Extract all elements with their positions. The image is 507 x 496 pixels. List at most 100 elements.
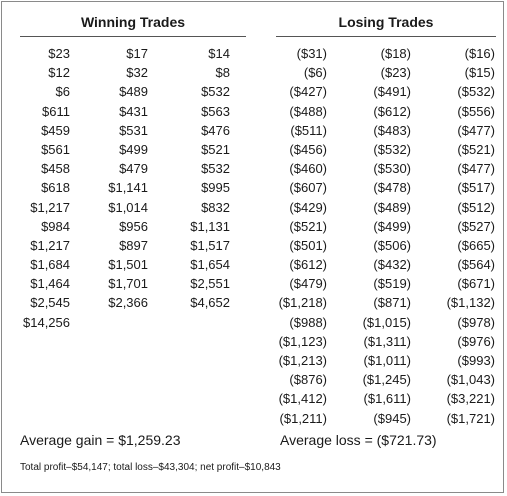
table-cell: $1,217 xyxy=(30,199,70,215)
table-cell: ($527) xyxy=(457,218,495,234)
table-cell: ($521) xyxy=(457,141,495,157)
table-cell: ($15) xyxy=(464,65,495,81)
table-cell: ($978) xyxy=(457,314,495,330)
table-cell: $4,652 xyxy=(190,295,230,311)
average-gain: Average gain = $1,259.23 xyxy=(20,432,181,448)
table-cell: ($1,311) xyxy=(363,333,411,349)
table-cell: ($1,123) xyxy=(278,333,327,349)
table-cell: $476 xyxy=(201,122,230,138)
winning-column-3: $14 $8 $532 $563 $476 $521 $532 $995 $832 $1,131 $… xyxy=(146,44,230,313)
table-cell: $611 xyxy=(42,103,70,119)
table-cell: $1,014 xyxy=(108,199,148,215)
average-loss: Average loss = ($721.73) xyxy=(280,432,437,448)
table-cell: ($491) xyxy=(373,84,411,100)
table-cell: ($512) xyxy=(457,199,495,215)
table-cell: $32 xyxy=(126,65,148,81)
table-cell: ($612) xyxy=(289,257,327,273)
table-cell: ($456) xyxy=(289,141,327,157)
table-cell: ($31) xyxy=(296,46,327,61)
table-cell: ($427) xyxy=(289,84,327,100)
winning-header-rule xyxy=(20,36,246,37)
table-cell: ($6) xyxy=(303,65,327,81)
table-cell: $531 xyxy=(119,122,148,138)
losing-column-2: ($18) ($23) ($491) ($612) ($483) ($532) ($530)… xyxy=(327,44,411,428)
table-cell: ($671) xyxy=(457,276,495,292)
table-cell: $561 xyxy=(41,141,70,157)
table-cell: $14 xyxy=(208,46,230,61)
table-cell: ($1,211) xyxy=(279,410,327,426)
table-cell: ($556) xyxy=(457,103,495,119)
table-cell: $458 xyxy=(41,161,70,177)
table-cell: $479 xyxy=(119,161,148,177)
losing-column-1: ($31) ($6) ($427) ($488) ($511) ($456) ($460) (… xyxy=(243,44,327,428)
table-cell: $14,256 xyxy=(23,314,70,330)
table-cell: ($1,132) xyxy=(446,295,495,311)
table-cell: $12 xyxy=(48,65,70,81)
table-cell: $1,217 xyxy=(30,237,70,253)
table-cell: $2,366 xyxy=(108,295,148,311)
table-cell: $532 xyxy=(201,161,230,177)
table-cell: ($488) xyxy=(289,103,327,119)
totals-footnote: Total profit–$54,147; total loss–$43,304… xyxy=(20,462,281,473)
table-cell: ($665) xyxy=(457,237,495,253)
table-cell: ($1,043) xyxy=(446,372,495,388)
table-cell: ($1,213) xyxy=(278,353,327,368)
table-cell: ($478) xyxy=(373,180,411,196)
table-cell: ($429) xyxy=(289,199,327,215)
table-cell: $832 xyxy=(201,199,230,215)
table-cell: $532 xyxy=(201,84,230,100)
table-cell: $1,701 xyxy=(108,276,148,292)
table-cell: ($477) xyxy=(457,122,495,138)
table-cell: $2,551 xyxy=(190,276,230,292)
losing-trades-header: Losing Trades xyxy=(338,14,434,30)
table-cell: $1,501 xyxy=(108,257,148,273)
table-cell: ($1,218) xyxy=(278,295,327,311)
table-cell: $1,141 xyxy=(108,180,148,196)
table-cell: ($18) xyxy=(380,46,411,61)
table-cell: ($871) xyxy=(373,295,411,311)
table-cell: ($1,015) xyxy=(362,314,411,330)
table-cell: $23 xyxy=(48,46,70,61)
table-cell: ($876) xyxy=(289,372,327,388)
table-cell: ($479) xyxy=(289,276,327,292)
table-cell: ($1,011) xyxy=(363,353,411,368)
losing-column-3: ($16) ($15) ($532) ($556) ($477) ($521) ($477)… xyxy=(411,44,495,428)
table-cell: $6 xyxy=(55,84,70,100)
table-cell: ($1,412) xyxy=(278,391,327,407)
table-cell: $2,545 xyxy=(30,295,70,311)
table-cell: ($564) xyxy=(457,257,495,273)
table-cell: ($16) xyxy=(464,46,495,61)
table-cell: $499 xyxy=(119,141,148,157)
winning-column-1: $23 $12 $6 $611 $459 $561 $458 $618 $1,217 $984 $1… xyxy=(0,44,70,332)
table-cell: $431 xyxy=(119,103,148,119)
table-cell: ($23) xyxy=(380,65,411,81)
winning-trades-header: Winning Trades xyxy=(80,14,186,30)
table-cell: ($432) xyxy=(373,257,411,273)
table-cell: $1,684 xyxy=(30,257,70,273)
table-cell: $995 xyxy=(201,180,230,196)
table-cell: ($501) xyxy=(289,237,327,253)
table-cell: $459 xyxy=(41,122,70,138)
table-cell: $521 xyxy=(201,141,230,157)
table-cell: ($988) xyxy=(289,314,327,330)
table-cell: $1,464 xyxy=(30,276,70,292)
table-cell: ($532) xyxy=(457,84,495,100)
table-cell: ($993) xyxy=(457,353,495,368)
table-cell: ($499) xyxy=(373,218,411,234)
table-cell: ($1,611) xyxy=(363,391,411,407)
table-cell: ($1,721) xyxy=(446,410,495,426)
table-cell: ($530) xyxy=(373,161,411,177)
table-cell: $563 xyxy=(201,103,230,119)
table-cell: ($521) xyxy=(289,218,327,234)
table-cell: $1,517 xyxy=(190,237,230,253)
table-cell: $489 xyxy=(119,84,148,100)
table-cell: ($460) xyxy=(289,161,327,177)
losing-header-rule xyxy=(276,36,496,37)
table-cell: ($607) xyxy=(289,180,327,196)
table-cell: ($945) xyxy=(373,410,411,426)
table-cell: $956 xyxy=(119,218,148,234)
table-cell: ($511) xyxy=(290,122,327,138)
table-cell: ($532) xyxy=(373,141,411,157)
table-cell: $618 xyxy=(41,180,70,196)
